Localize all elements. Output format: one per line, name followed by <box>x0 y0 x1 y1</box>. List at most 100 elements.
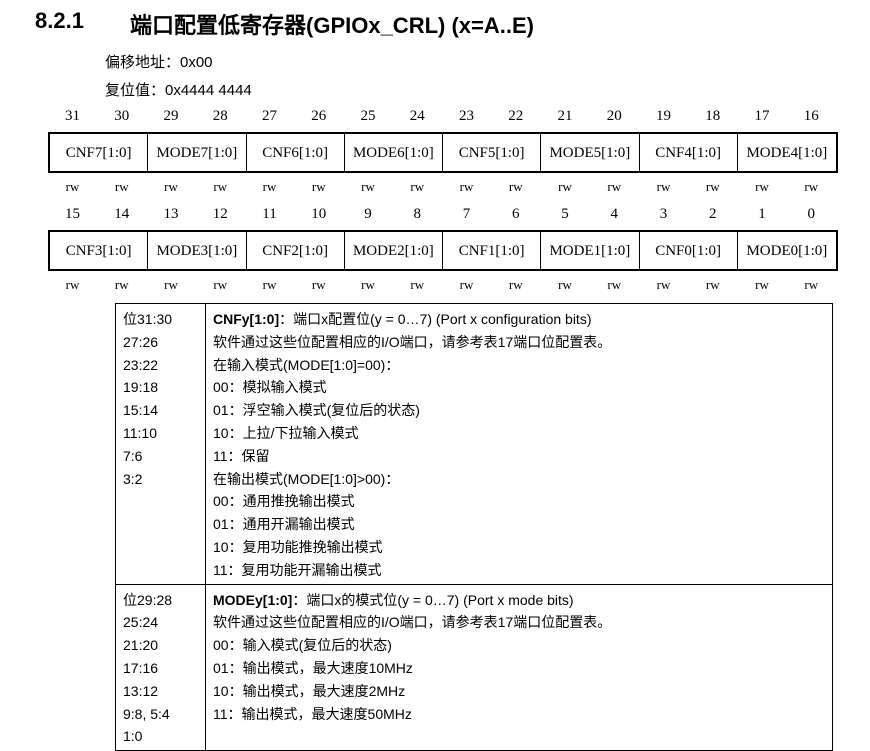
field: MODE1[1:0] <box>541 232 640 269</box>
access: rw <box>262 179 277 194</box>
field: CNF6[1:0] <box>247 134 345 171</box>
access: rw <box>311 277 326 292</box>
description-line: 10：上拉/下拉输入模式 <box>213 424 359 441</box>
access: rw <box>508 277 523 292</box>
bit-number: 18 <box>705 108 721 124</box>
offset: 偏移地址：0x00 <box>105 54 213 71</box>
access: rw <box>607 179 622 194</box>
field: CNF7[1:0] <box>50 134 149 171</box>
access: rw <box>361 277 375 292</box>
bit-number: 2 <box>709 206 717 222</box>
access: rw <box>804 179 819 194</box>
bit-range: 位31:30 <box>123 311 173 327</box>
field-summary: ：端口x配置位(y = 0…7) (Port x configuration b… <box>279 311 592 327</box>
bit-number: 15 <box>65 206 80 222</box>
bit-number: 7 <box>462 206 471 222</box>
access: rw <box>213 179 228 194</box>
bit-number: 21 <box>557 108 573 124</box>
access: rw <box>114 179 129 194</box>
field: CNF1[1:0] <box>443 232 542 269</box>
bit-number: 31 <box>65 108 80 124</box>
field: MODE0[1:0] <box>746 243 828 259</box>
description-line: 在输出模式(MODE[1:0]>00)： <box>213 470 400 487</box>
access: rw <box>459 179 474 194</box>
bit-number: 17 <box>754 108 770 124</box>
field: CNF3[1:0] <box>50 232 149 269</box>
field: MODE6[1:0] <box>345 134 443 171</box>
bit-number: 25 <box>360 108 376 124</box>
field-row: CNF3[1:0] MODE3[1:0] CNF2[1:0] MODE2[1:0] CN… <box>48 230 838 271</box>
bit-number: 27 <box>262 108 277 124</box>
description-line: 10：输出模式，最大速度2MHz <box>213 682 406 699</box>
access: rw <box>410 277 425 292</box>
field: CNF4[1:0] <box>640 134 738 171</box>
bit-number: 28 <box>212 108 228 124</box>
description-line: 01：通用开漏输出模式 <box>213 516 355 533</box>
access: rw <box>607 277 622 292</box>
bit-range: 15:14 <box>123 402 159 419</box>
field: MODE2[1:0] <box>345 232 443 269</box>
bit-range: 位29:28 <box>123 591 173 608</box>
access: rw <box>65 277 80 292</box>
description-line: 00：输入模式(复位后的状态) <box>213 637 392 654</box>
bit-number: 14 <box>114 206 130 222</box>
field-heading: CNFy[1:0]：端口x配置位(y = 0…7) (Port x config… <box>213 308 825 331</box>
bit-range: 19:18 <box>123 379 159 396</box>
description-line: 01：浮空输入模式(复位后的状态) <box>213 402 420 419</box>
field-name: MODEy[1:0] <box>213 591 293 608</box>
section-number: 8.2.1 <box>35 8 84 33</box>
description-line: 11：输出模式，最大速度50MHz <box>213 705 412 722</box>
description-row: 位31:30 27:26 23:22 19:18 15:14 11:10 7:6 3:2 CNF… <box>115 303 833 585</box>
bit-number: 16 <box>803 108 819 124</box>
bit-range: 1:0 <box>123 728 143 745</box>
access: rw <box>804 277 819 292</box>
reset-value: 复位值：0x4444 4444 <box>105 82 252 99</box>
bit-number: 11 <box>262 206 277 222</box>
description-line: 在输入模式(MODE[1:0]=00)： <box>213 356 400 373</box>
bit-number: 23 <box>459 108 474 124</box>
bit-range: 25:24 <box>123 614 159 631</box>
description-line: 00：通用推挽输出模式 <box>213 493 355 510</box>
access: rw <box>508 179 523 194</box>
bit-range: 27:26 <box>123 333 159 350</box>
access: rw <box>213 277 228 292</box>
access: rw <box>459 277 474 292</box>
bit-number: 19 <box>656 108 671 124</box>
access: rw <box>410 179 425 194</box>
description-cell: MODEy[1:0]：端口x的模式位(y = 0…7) (Port x mode… <box>205 583 833 751</box>
bit-range: 7:6 <box>123 447 143 464</box>
field: MODE7[1:0] <box>148 134 247 171</box>
bit-number: 13 <box>163 206 179 222</box>
bit-number: 30 <box>114 108 130 124</box>
bit-number: 9 <box>364 206 372 222</box>
field-name: CNFy[1:0] <box>213 311 280 327</box>
bit-range: 11:10 <box>123 424 157 441</box>
bit-range: 23:22 <box>123 356 159 373</box>
access: rw <box>361 179 375 194</box>
description-line: 00：模拟输入模式 <box>213 379 327 396</box>
bit-number: 1 <box>758 206 766 222</box>
bit-range-cell: 位31:30 27:26 23:22 19:18 15:14 11:10 7:6 3:2 <box>115 303 206 585</box>
access: rw <box>164 277 178 292</box>
description-cell: CNFy[1:0]：端口x配置位(y = 0…7) (Port x config… <box>205 303 833 585</box>
description-line: 软件通过这些位配置相应的I/O端口，请参考表17端口位配置表。 <box>213 614 612 631</box>
bit-range: 9:8, 5:4 <box>123 705 170 722</box>
bit-number: 12 <box>212 206 228 222</box>
bit-range: 13:12 <box>123 682 159 699</box>
bit-range: 21:20 <box>123 637 159 654</box>
field-row: CNF7[1:0] MODE7[1:0] CNF6[1:0] MODE6[1:0] CN… <box>48 132 838 173</box>
access: rw <box>65 179 80 194</box>
bit-number: 0 <box>807 206 816 222</box>
field: CNF2[1:0] <box>247 232 345 269</box>
bit-number: 5 <box>561 206 569 222</box>
description-row: 位29:28 25:24 21:20 17:16 13:12 9:8, 5:4 1:0 MOD… <box>115 583 833 751</box>
description-line: 10：复用功能推挽输出模式 <box>213 538 383 555</box>
description-line: 11：复用功能开漏输出模式 <box>213 561 382 578</box>
field-summary: ：端口x的模式位(y = 0…7) (Port x mode bits) <box>292 591 574 608</box>
description-table: 位31:30 27:26 23:22 19:18 15:14 11:10 7:6 3:2 CNF… <box>115 303 833 751</box>
access: rw <box>656 277 671 292</box>
section-title: 端口配置低寄存器(GPIOx_CRL) (x=A..E) <box>130 13 534 38</box>
access: rw <box>558 277 572 292</box>
access: rw <box>755 277 769 292</box>
